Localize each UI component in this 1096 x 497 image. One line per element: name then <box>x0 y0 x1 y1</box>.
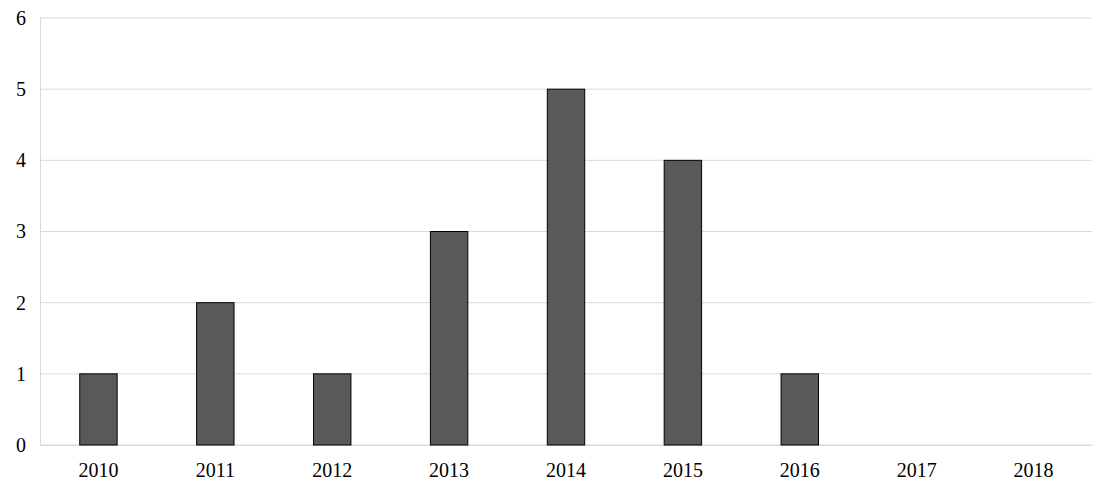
bars <box>80 89 819 445</box>
x-tick: 2011 <box>196 445 235 481</box>
x-tick-label: 2011 <box>196 459 235 481</box>
chart: 0123456201020112012201320142015201620172… <box>0 0 1096 497</box>
x-tick-label: 2012 <box>312 459 352 481</box>
grid <box>40 18 1092 445</box>
y-tick: 5 <box>16 78 40 100</box>
x-tick: 2010 <box>78 445 118 481</box>
y-tick: 2 <box>16 292 40 314</box>
y-tick-label: 5 <box>16 78 26 100</box>
plot: 0123456201020112012201320142015201620172… <box>16 7 1093 481</box>
bar <box>664 160 701 445</box>
x-tick: 2013 <box>429 445 469 481</box>
x-tick-label: 2013 <box>429 459 469 481</box>
x-tick: 2017 <box>897 445 937 481</box>
y-tick: 0 <box>16 434 40 456</box>
y-tick: 1 <box>16 363 40 385</box>
x-tick-label: 2016 <box>780 459 820 481</box>
y-tick-label: 1 <box>16 363 26 385</box>
y-tick: 3 <box>16 220 40 242</box>
x-tick-label: 2010 <box>78 459 118 481</box>
y-tick-label: 6 <box>16 7 26 29</box>
x-tick: 2015 <box>663 445 703 481</box>
y-tick-label: 0 <box>16 434 26 456</box>
y-tick-label: 2 <box>16 292 26 314</box>
bar <box>1015 445 1052 446</box>
x-tick-label: 2014 <box>546 459 586 481</box>
x-tick: 2012 <box>312 445 352 481</box>
x-axis: 2010 2011 2012 2013 2014 2015 2016 2017 2018 <box>41 445 1093 481</box>
bar <box>781 374 818 445</box>
bar <box>197 303 234 445</box>
bar <box>80 374 117 445</box>
x-tick-label: 2015 <box>663 459 703 481</box>
x-tick: 2018 <box>1014 445 1054 481</box>
x-tick-label: 2018 <box>1014 459 1054 481</box>
y-tick: 4 <box>16 149 40 171</box>
bar <box>430 232 467 446</box>
y-axis: 0 1 2 3 4 5 6 <box>16 7 41 456</box>
y-tick: 6 <box>16 7 40 29</box>
x-tick-label: 2017 <box>897 459 937 481</box>
bar <box>314 374 351 445</box>
x-tick: 2016 <box>780 445 820 481</box>
y-axis-line <box>40 19 41 446</box>
x-tick: 2014 <box>546 445 586 481</box>
bar <box>898 445 935 446</box>
grid-line <box>40 18 1092 19</box>
bar <box>547 89 584 445</box>
y-tick-label: 3 <box>16 220 26 242</box>
y-tick-label: 4 <box>16 149 26 171</box>
